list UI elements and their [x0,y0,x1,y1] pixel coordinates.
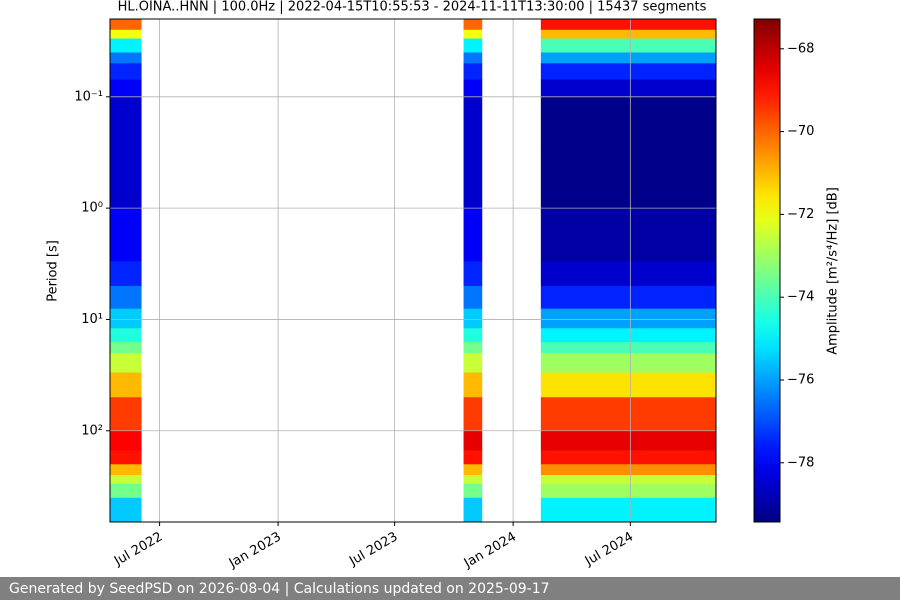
spectrogram-cell [463,430,483,451]
spectrogram-cell [540,352,716,374]
colorbar [753,18,781,523]
spectrogram-cell [110,52,142,64]
spectrogram-cell [110,63,142,81]
spectrogram-cell [110,149,142,209]
colorbar-tick-label: −68 [787,41,814,56]
x-tick-label: Jan 2023 [226,530,284,572]
spectrogram-cell [540,483,716,499]
spectrogram-cell [463,342,483,354]
spectrogram-cell [110,483,142,499]
spectrogram-cell [540,342,716,354]
spectrogram-cell [463,450,483,465]
spectrogram-cell [463,352,483,374]
spectrogram-cell [110,96,142,151]
spectrogram-cell [540,38,716,54]
spectrogram-cell [463,149,483,209]
y-tick-label: 10² [81,423,103,438]
spectrogram-cell [110,450,142,465]
spectrogram-cell [540,29,716,40]
x-tick-label: Jul 2022 [111,530,165,570]
colorbar-tick-label: −76 [787,373,814,388]
spectrogram-cell [463,63,483,81]
y-tick-label: 10¹ [81,312,103,327]
spectrogram-cell [540,308,716,329]
spectrogram-cell [110,497,142,523]
plot-frame [109,18,717,523]
spectrogram-cell [463,397,483,432]
spectrogram-cell [540,261,716,287]
spectrogram-cell [463,285,483,310]
spectrogram-cell [463,308,483,329]
spectrogram-cell [540,96,716,151]
x-tick-label: Jul 2023 [346,530,400,570]
spectrogram-cell [540,397,716,432]
spectrogram-cell [110,328,142,343]
spectrogram-cell [463,208,483,262]
spectrogram-cell [463,483,483,499]
spectrogram-cell [463,464,483,476]
spectrogram-cell [110,475,142,485]
spectrogram-cell [540,372,716,398]
spectrogram-cell [540,430,716,451]
y-tick-label: 10⁰ [81,201,103,216]
spectrogram-cell [540,450,716,465]
spectrogram-cell [110,261,142,287]
spectrogram-cell [110,464,142,476]
spectrogram-cell [540,79,716,98]
spectrogram-cell [110,372,142,398]
chart-title: HL.OINA..HNN | 100.0Hz | 2022-04-15T10:5… [118,0,707,15]
x-tick-label: Jan 2024 [461,530,519,572]
spectrogram-cell [110,430,142,451]
footer-text: Generated by SeedPSD on 2026-08-04 | Cal… [9,581,550,597]
y-axis-label: Period [s] [46,240,61,302]
spectrogram-cell [463,52,483,64]
spectrogram-cell [110,397,142,432]
spectrogram-cell [540,497,716,523]
spectrogram-cell [110,285,142,310]
spectrogram-cell [540,285,716,310]
spectrogram-cell [540,464,716,476]
spectrogram-cell [463,261,483,287]
spectrogram-cell [540,208,716,262]
colorbar-tick-label: −70 [787,124,814,139]
spectrogram-cell [540,475,716,485]
spectrogram-cell [540,63,716,81]
spectrogram-cell [463,38,483,54]
spectrogram-cell [110,79,142,98]
spectrogram-cell [110,352,142,374]
spectrogram-cell [463,79,483,98]
x-tick-label: Jul 2024 [582,530,636,570]
colorbar-tick-label: −72 [787,207,814,222]
spectrogram-cell [540,52,716,64]
spectrogram-cell [540,328,716,343]
colorbar-tick-label: −74 [787,290,814,305]
spectrogram-cell [463,19,483,31]
spectrogram-cell [463,328,483,343]
spectrogram-cell [463,475,483,485]
spectrogram-cell [110,19,142,31]
spectrogram-cell [463,96,483,151]
spectrogram-cell [110,208,142,262]
spectrogram-cell [463,29,483,40]
footer-bar [0,577,900,600]
spectrogram-cell [463,497,483,523]
spectrogram-cell [110,38,142,54]
spectrogram-cell [110,308,142,329]
spectrogram-cell [540,149,716,209]
spectrogram-cell [110,342,142,354]
colorbar-tick-label: −78 [787,455,814,470]
spectrogram-cell [540,19,716,31]
spectrogram-cell [463,372,483,398]
colorbar-label: Amplitude [m²/s⁴/Hz] [dB] [826,187,841,355]
spectrogram-cell [110,29,142,40]
y-tick-label: 10⁻¹ [74,89,103,104]
